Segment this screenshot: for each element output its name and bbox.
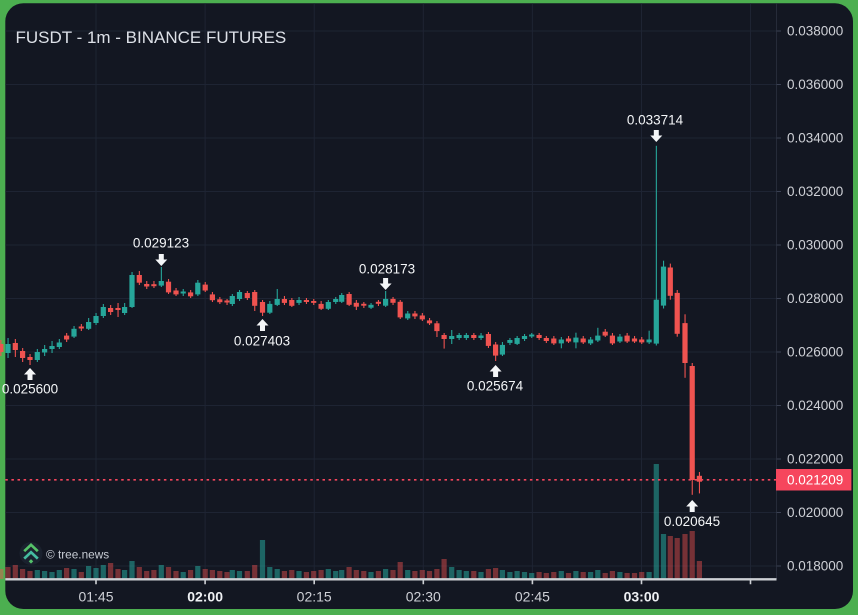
svg-text:0.021209: 0.021209 bbox=[787, 473, 843, 488]
svg-text:0.029123: 0.029123 bbox=[133, 236, 189, 251]
svg-text:0.034000: 0.034000 bbox=[787, 131, 843, 146]
svg-text:0.025600: 0.025600 bbox=[2, 382, 58, 397]
svg-text:0.025674: 0.025674 bbox=[467, 379, 524, 394]
svg-text:01:45: 01:45 bbox=[78, 589, 113, 605]
svg-text:0.038000: 0.038000 bbox=[787, 24, 843, 39]
svg-text:© tree.news: © tree.news bbox=[46, 548, 109, 562]
svg-text:0.033714: 0.033714 bbox=[627, 113, 684, 128]
svg-text:02:45: 02:45 bbox=[515, 589, 550, 605]
svg-text:0.026000: 0.026000 bbox=[787, 345, 843, 360]
svg-text:02:15: 02:15 bbox=[297, 589, 332, 605]
svg-text:02:00: 02:00 bbox=[187, 589, 223, 605]
svg-text:0.020645: 0.020645 bbox=[664, 514, 720, 529]
svg-text:0.020000: 0.020000 bbox=[787, 505, 843, 520]
svg-text:0.024000: 0.024000 bbox=[787, 398, 843, 413]
svg-text:0.030000: 0.030000 bbox=[787, 238, 843, 253]
svg-text:0.032000: 0.032000 bbox=[787, 184, 843, 199]
svg-text:FUSDT - 1m - BINANCE FUTURES: FUSDT - 1m - BINANCE FUTURES bbox=[16, 28, 287, 47]
svg-text:02:30: 02:30 bbox=[406, 589, 441, 605]
svg-text:0.028173: 0.028173 bbox=[359, 262, 415, 277]
svg-text:0.036000: 0.036000 bbox=[787, 77, 843, 92]
svg-text:0.018000: 0.018000 bbox=[787, 559, 843, 574]
svg-text:0.027403: 0.027403 bbox=[234, 334, 290, 349]
svg-text:0.022000: 0.022000 bbox=[787, 452, 843, 467]
svg-text:0.028000: 0.028000 bbox=[787, 291, 843, 306]
svg-text:03:00: 03:00 bbox=[624, 589, 660, 605]
